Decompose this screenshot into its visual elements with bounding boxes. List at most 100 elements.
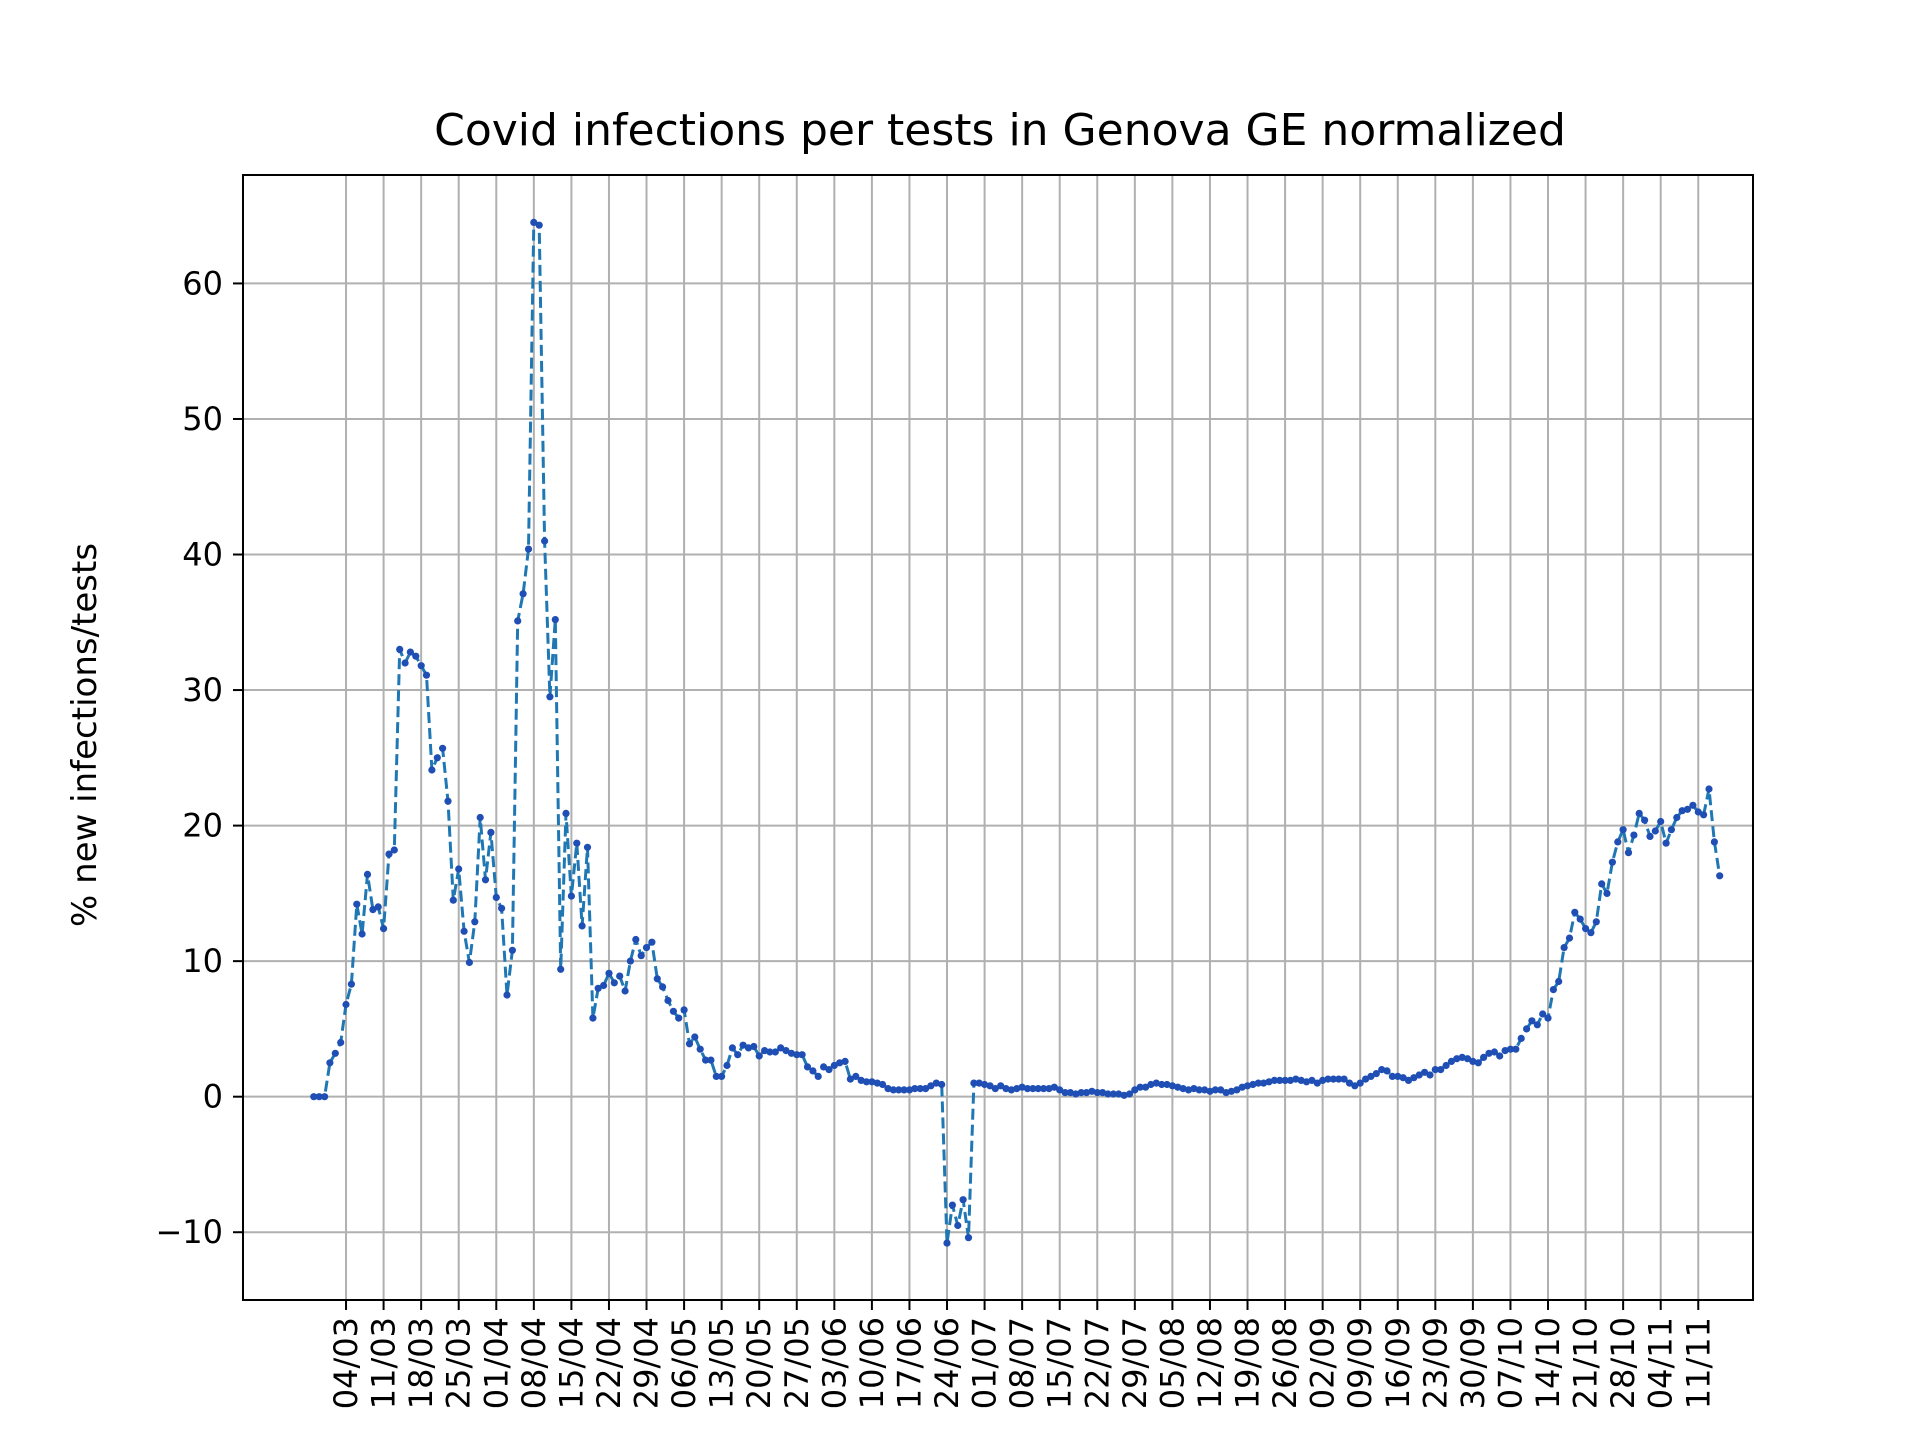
- data-point: [412, 652, 420, 660]
- data-point: [396, 645, 404, 654]
- data-point: [1034, 1085, 1042, 1093]
- data-point: [1077, 1089, 1085, 1097]
- data-point: [616, 972, 624, 980]
- data-point: [1195, 1086, 1203, 1094]
- data-point: [1018, 1083, 1026, 1091]
- data-point: [1565, 934, 1574, 942]
- data-point: [594, 984, 602, 992]
- data-point: [1099, 1089, 1107, 1097]
- data-point: [1437, 1066, 1445, 1074]
- data-point: [1501, 1047, 1509, 1055]
- data-point: [879, 1080, 887, 1089]
- data-point: [1694, 808, 1702, 816]
- data-point: [771, 1048, 779, 1056]
- data-point: [1388, 1072, 1396, 1080]
- x-tick-label: 04/11: [1642, 1317, 1680, 1409]
- data-point: [981, 1080, 989, 1089]
- data-point: [803, 1063, 812, 1071]
- data-point: [664, 996, 672, 1005]
- data-point: [707, 1056, 715, 1064]
- data-point: [1528, 1017, 1536, 1025]
- data-point: [465, 958, 473, 967]
- data-point: [1351, 1082, 1359, 1090]
- data-point: [578, 922, 586, 930]
- y-tick-label: 60: [182, 264, 223, 302]
- data-point: [562, 809, 570, 818]
- data-point: [675, 1014, 683, 1022]
- x-tick-label: 07/10: [1491, 1317, 1529, 1409]
- data-point: [1050, 1083, 1058, 1091]
- data-point: [315, 1093, 323, 1101]
- data-point: [895, 1086, 903, 1094]
- x-tick-label: 01/04: [477, 1317, 515, 1409]
- x-tick-label: 12/08: [1191, 1317, 1229, 1409]
- data-point: [948, 1201, 957, 1209]
- data-point: [353, 900, 361, 908]
- data-point: [1463, 1055, 1472, 1063]
- data-point: [471, 918, 479, 926]
- x-tick-label: 10/06: [853, 1317, 891, 1409]
- data-point: [889, 1086, 898, 1094]
- data-point: [1367, 1072, 1375, 1080]
- data-point: [401, 659, 409, 667]
- data-point: [337, 1038, 345, 1047]
- data-point: [685, 1040, 694, 1048]
- data-point: [385, 850, 393, 858]
- data-point: [1506, 1045, 1515, 1053]
- data-point: [1109, 1090, 1117, 1098]
- data-point: [1523, 1025, 1531, 1033]
- x-tick-label: 19/08: [1229, 1317, 1267, 1409]
- data-point: [1329, 1075, 1337, 1083]
- data-point: [1646, 832, 1654, 841]
- data-point: [1485, 1049, 1493, 1057]
- data-point: [1480, 1053, 1488, 1061]
- data-point: [669, 1007, 678, 1015]
- x-tick-label: 21/10: [1567, 1317, 1605, 1409]
- y-tick-label: −10: [155, 1213, 223, 1251]
- data-point: [1313, 1079, 1321, 1087]
- y-tick-label: 50: [182, 400, 223, 438]
- data-point: [1088, 1087, 1096, 1095]
- x-tick-label: 08/04: [515, 1317, 553, 1409]
- data-point: [1383, 1067, 1391, 1075]
- x-tick-label: 01/07: [966, 1317, 1004, 1409]
- y-tick-label: 40: [182, 536, 223, 574]
- data-point: [1125, 1090, 1134, 1098]
- data-point: [1136, 1083, 1144, 1091]
- data-point: [1598, 880, 1606, 888]
- data-point: [1286, 1076, 1294, 1084]
- data-point: [605, 969, 613, 977]
- data-point: [1539, 1010, 1547, 1018]
- data-point: [723, 1061, 731, 1070]
- data-point: [621, 987, 629, 995]
- x-tick-label: 26/08: [1266, 1317, 1304, 1409]
- data-point: [1002, 1085, 1010, 1093]
- data-point: [680, 1006, 688, 1014]
- data-point: [374, 903, 382, 911]
- data-point: [1571, 908, 1579, 916]
- data-point: [1104, 1090, 1112, 1098]
- data-point: [830, 1061, 838, 1070]
- x-tick-label: 16/09: [1379, 1317, 1417, 1409]
- data-point: [1404, 1076, 1413, 1084]
- data-point: [1399, 1074, 1407, 1082]
- data-point: [712, 1072, 720, 1080]
- data-point: [1517, 1034, 1525, 1042]
- data-point: [793, 1051, 801, 1059]
- data-point: [433, 754, 441, 762]
- data-point: [1131, 1086, 1139, 1094]
- data-point: [1496, 1052, 1504, 1060]
- data-point: [696, 1045, 704, 1053]
- data-point: [970, 1079, 978, 1087]
- data-point: [1082, 1089, 1091, 1097]
- data-point: [310, 1093, 318, 1101]
- data-point: [728, 1044, 737, 1052]
- data-point: [439, 744, 447, 752]
- data-point: [519, 590, 527, 598]
- data-point: [508, 946, 516, 954]
- x-tick-label: 20/05: [740, 1317, 778, 1409]
- data-point: [1115, 1090, 1123, 1098]
- x-tick-label: 29/04: [628, 1317, 666, 1409]
- data-point: [455, 865, 463, 873]
